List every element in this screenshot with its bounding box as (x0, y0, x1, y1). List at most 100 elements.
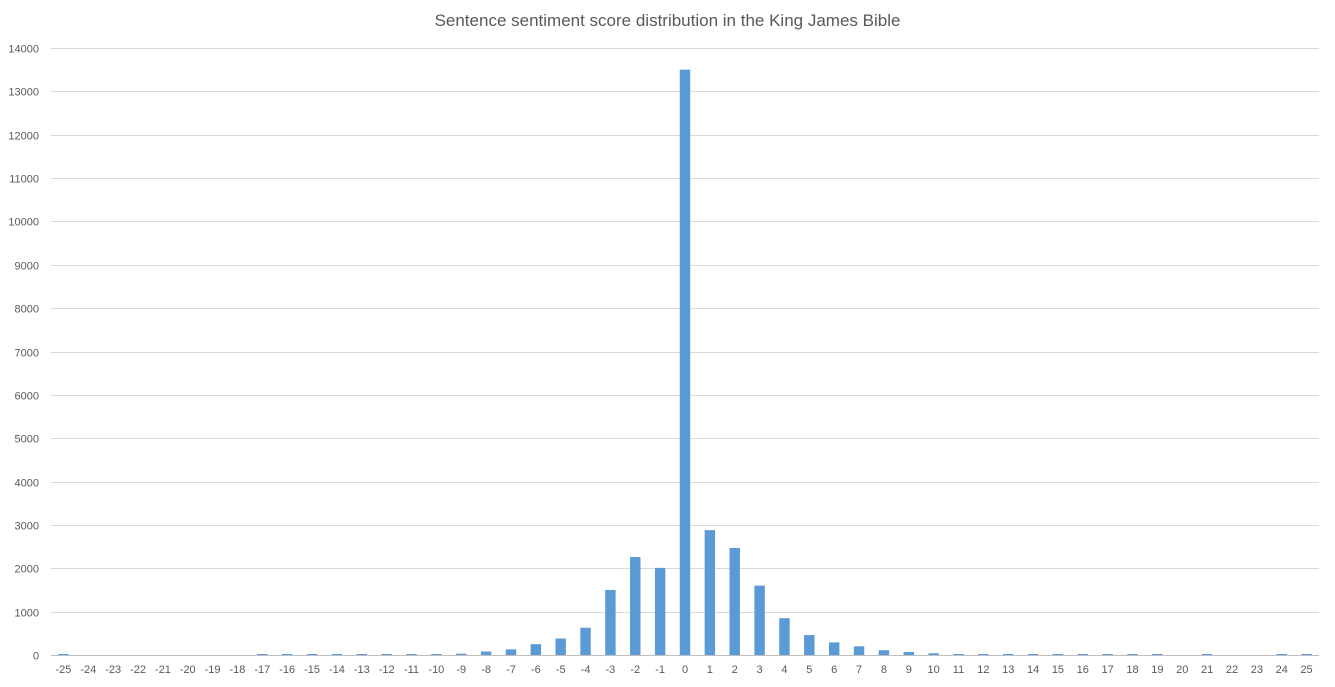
x-tick-label: -15 (304, 664, 320, 676)
y-tick-label: 13000 (8, 87, 39, 99)
bar (928, 653, 939, 655)
x-tick-label: -25 (55, 664, 71, 676)
bar (1276, 654, 1287, 655)
x-tick-label: -12 (379, 664, 395, 676)
bar (704, 530, 716, 655)
x-tick-label: -7 (506, 664, 516, 676)
x-tick-label: 14 (1027, 664, 1039, 676)
x-tick-label: -19 (205, 664, 221, 676)
bar (257, 654, 268, 655)
x-tick-label: -21 (155, 664, 171, 676)
x-tick-label: 23 (1251, 664, 1263, 676)
x-tick-label: 0 (682, 664, 688, 676)
x-tick-label: 3 (757, 664, 763, 676)
bar (356, 654, 368, 655)
x-tick-label: 22 (1226, 664, 1238, 676)
bar (306, 654, 318, 655)
x-tick-label: -9 (456, 664, 466, 676)
x-tick-label: 8 (881, 664, 887, 676)
bar (978, 654, 989, 655)
y-tick-label: 0 (33, 651, 39, 663)
bar (1127, 654, 1138, 655)
bar (1027, 654, 1039, 655)
x-tick-label: 25 (1300, 664, 1312, 676)
y-tick-label: 7000 (15, 348, 39, 360)
x-tick-label: -6 (531, 664, 541, 676)
x-tick-label: 10 (928, 664, 940, 676)
y-tick-label: 6000 (15, 391, 39, 403)
bar (729, 547, 740, 655)
bar (605, 589, 616, 655)
bar (953, 654, 964, 655)
x-tick-label: 4 (781, 664, 787, 676)
x-tick-label: 11 (953, 664, 964, 676)
x-tick-label: -17 (254, 664, 270, 676)
bar (530, 644, 542, 655)
x-tick-label: -8 (481, 664, 491, 676)
bar (456, 653, 467, 655)
x-tick-label: 19 (1151, 664, 1163, 676)
bar (1152, 654, 1163, 655)
x-tick-label: -11 (404, 664, 419, 676)
y-tick-label: 2000 (15, 564, 39, 576)
y-tick-label: 14000 (8, 44, 39, 56)
x-tick-label: -13 (354, 664, 370, 676)
x-tick-label: 16 (1077, 664, 1089, 676)
bar (480, 651, 492, 655)
bar (779, 618, 790, 655)
bar (381, 654, 392, 655)
bar (1301, 654, 1312, 655)
x-tick-label: 1 (707, 664, 713, 676)
bar (630, 557, 641, 655)
bar (58, 654, 69, 655)
y-tick-label: 12000 (8, 131, 39, 143)
x-tick-label: 9 (906, 664, 912, 676)
x-tick-label: 5 (806, 664, 812, 676)
x-tick-label: -2 (630, 664, 640, 676)
bar (679, 69, 691, 655)
x-tick-label: -3 (606, 664, 616, 676)
y-tick-label: 1000 (15, 608, 39, 620)
bar (878, 650, 890, 655)
x-tick-label: 6 (831, 664, 837, 676)
y-tick-label: 9000 (15, 261, 39, 273)
x-tick-label: -4 (581, 664, 591, 676)
bar (580, 627, 591, 655)
x-tick-label: -18 (230, 664, 246, 676)
bar (804, 635, 815, 655)
bar (1052, 654, 1064, 655)
bar (828, 642, 840, 655)
x-tick-label: -24 (80, 664, 96, 676)
x-tick-label: -1 (655, 664, 665, 676)
bar (1201, 654, 1213, 655)
x-tick-label: 18 (1126, 664, 1138, 676)
y-tick-label: 8000 (15, 304, 39, 316)
x-tick-label: -16 (279, 664, 295, 676)
x-tick-label: 15 (1052, 664, 1064, 676)
bar (903, 651, 914, 655)
bar (1102, 654, 1113, 655)
bar (1077, 654, 1089, 655)
bar (1002, 654, 1014, 655)
bar (853, 646, 865, 655)
x-tick-label: -22 (130, 664, 146, 676)
x-tick-label: -14 (329, 664, 345, 676)
x-tick-label: 21 (1201, 664, 1213, 676)
bar (555, 638, 566, 655)
x-tick-label: 17 (1102, 664, 1114, 676)
y-tick-label: 4000 (15, 478, 39, 490)
x-tick-label: -20 (180, 664, 196, 676)
bar (754, 585, 765, 655)
bar (431, 654, 442, 655)
bar (331, 654, 343, 655)
x-tick-label: 20 (1176, 664, 1188, 676)
bar (654, 567, 666, 655)
x-tick-label: 13 (1002, 664, 1014, 676)
bar (406, 654, 417, 655)
x-tick-label: 7 (856, 664, 862, 676)
x-tick-label: 24 (1276, 664, 1288, 676)
x-tick-label: -10 (428, 664, 444, 676)
bar (505, 649, 517, 655)
y-tick-label: 5000 (15, 434, 39, 446)
